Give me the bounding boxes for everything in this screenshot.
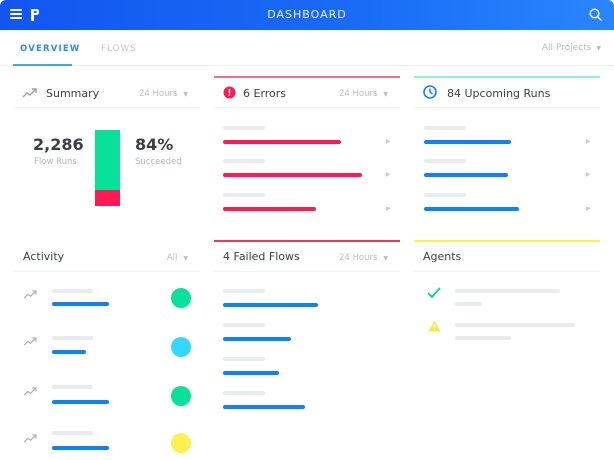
card-title: 6 Errors (243, 87, 287, 100)
flow-runs-count: 2,286 (33, 135, 84, 154)
card-title: Summary (46, 87, 100, 100)
activity-bar (52, 446, 109, 450)
card-title: 84 Upcoming Runs (447, 87, 551, 100)
card-header: 84 Upcoming Runs (414, 76, 600, 108)
chevron-right-icon: ▶ (386, 205, 391, 212)
trending-up-icon (23, 290, 37, 299)
trending-up-icon (23, 387, 37, 396)
card-header: 6 Errors 24 Hours ▼ (214, 76, 400, 108)
card-title: Activity (23, 250, 65, 263)
card-header: 4 Failed Flows 24 Hours ▼ (214, 240, 400, 272)
upcoming-bar (424, 173, 508, 177)
caret-down-icon: ▼ (596, 45, 601, 52)
succeeded-percent: 84% (135, 135, 174, 154)
activity-card: Activity All ▼ (14, 240, 200, 460)
chevron-right-icon: ▶ (586, 171, 591, 178)
active-tab-indicator (13, 64, 72, 66)
error-alert-icon (223, 86, 236, 99)
project-selector-value: All Projects (541, 43, 592, 53)
activity-bar (52, 350, 86, 354)
agents-card: Agents (414, 240, 600, 460)
filter-value: 24 Hours (338, 253, 378, 263)
status-success-dot (171, 288, 191, 308)
caret-down-icon: ▼ (183, 255, 188, 262)
card-header: Agents (414, 240, 600, 272)
chevron-right-icon: ▶ (386, 171, 391, 178)
success-bar (95, 130, 120, 190)
prefect-logo-icon[interactable] (30, 8, 40, 22)
time-filter-dropdown[interactable]: 24 Hours ▼ (339, 89, 388, 99)
chevron-right-icon: ▶ (586, 205, 591, 212)
filter-value: All (166, 253, 178, 263)
upcoming-runs-card: 84 Upcoming Runs ▶ ▶ ▶ (414, 76, 600, 234)
summary-card: Summary 24 Hours ▼ 2,286 Flow Runs 84% Su… (14, 76, 200, 234)
caret-down-icon: ▼ (383, 255, 388, 262)
failed-flow-bar (223, 337, 291, 341)
project-selector[interactable]: All Projects ▼ (542, 43, 601, 53)
page-title: DASHBOARD (267, 8, 347, 21)
upcoming-bar (424, 207, 519, 211)
failed-flow-bar (223, 303, 318, 307)
trending-up-icon (23, 337, 37, 346)
chevron-right-icon: ▶ (586, 138, 591, 145)
card-accent-line (414, 240, 600, 242)
errors-card: 6 Errors 24 Hours ▼ ▶ ▶ ▶ (214, 76, 400, 234)
search-icon[interactable] (589, 8, 602, 21)
failed-flow-bar (223, 405, 305, 409)
upcoming-bar (424, 140, 511, 144)
status-warning-dot (171, 433, 191, 453)
failed-flows-card: 4 Failed Flows 24 Hours ▼ (214, 240, 400, 460)
activity-bar (52, 302, 109, 306)
card-header: Summary 24 Hours ▼ (14, 76, 200, 108)
failed-flow-bar (223, 371, 279, 375)
app-bar: DASHBOARD (0, 0, 614, 30)
card-header: Activity All ▼ (14, 240, 200, 272)
activity-filter-dropdown[interactable]: All ▼ (167, 253, 188, 263)
card-title: Agents (423, 250, 462, 263)
filter-value: 24 Hours (338, 89, 378, 99)
time-filter-dropdown[interactable]: 24 Hours ▼ (339, 253, 388, 263)
tab-flows[interactable]: FLOWS (101, 44, 137, 54)
card-accent-line (214, 76, 400, 78)
filter-value: 24 Hours (138, 89, 178, 99)
caret-down-icon: ▼ (383, 91, 388, 98)
status-running-dot (171, 337, 191, 357)
card-accent-line (214, 240, 400, 242)
trending-up-icon (22, 88, 37, 98)
time-filter-dropdown[interactable]: 24 Hours ▼ (139, 89, 188, 99)
warning-icon (428, 320, 441, 332)
error-bar (223, 207, 316, 211)
error-bar (223, 173, 362, 177)
hamburger-menu-icon[interactable] (10, 9, 22, 20)
card-accent-line (414, 76, 600, 78)
chevron-right-icon: ▶ (386, 138, 391, 145)
tab-bar: OVERVIEW FLOWS All Projects ▼ (0, 30, 614, 66)
error-bar (223, 140, 341, 144)
caret-down-icon: ▼ (183, 91, 188, 98)
card-title: 4 Failed Flows (223, 250, 300, 263)
status-success-dot (171, 386, 191, 406)
tab-overview[interactable]: OVERVIEW (20, 44, 81, 54)
check-icon (427, 287, 441, 298)
failure-bar (95, 190, 120, 206)
succeeded-label: Succeeded (135, 157, 182, 167)
activity-bar (52, 400, 109, 404)
flow-runs-label: Flow Runs (34, 157, 77, 167)
trending-up-icon (23, 434, 37, 443)
clock-icon (423, 85, 437, 99)
